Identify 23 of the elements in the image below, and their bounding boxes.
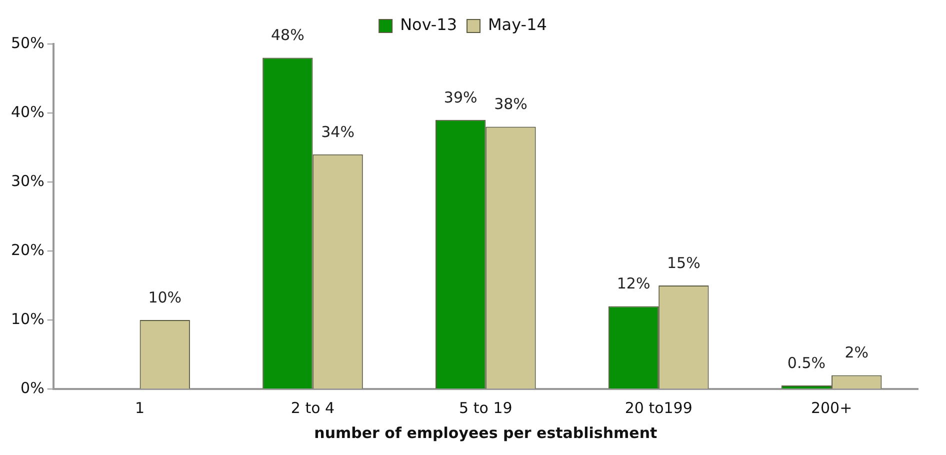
y-tick-label: 10% xyxy=(10,310,44,328)
data-label: 10% xyxy=(148,288,182,306)
data-label: 15% xyxy=(667,254,700,272)
data-label: 2% xyxy=(844,344,869,362)
data-label: 0.5% xyxy=(787,354,826,372)
x-tick-label: 20 to199 xyxy=(624,398,692,417)
y-tick-label: 40% xyxy=(10,102,44,121)
y-tick-label: 30% xyxy=(10,172,44,190)
x-tick-label: 5 to 19 xyxy=(459,398,512,417)
legend-label: Nov-13 xyxy=(400,15,458,34)
data-label: 48% xyxy=(270,26,304,44)
legend-label: May-14 xyxy=(488,15,547,34)
data-label: 34% xyxy=(321,122,354,141)
y-tick-label: 50% xyxy=(10,34,44,52)
data-label: 38% xyxy=(494,95,528,114)
x-tick-label: 200+ xyxy=(810,398,852,417)
data-label: 39% xyxy=(444,88,478,106)
data-label: 12% xyxy=(616,274,650,293)
y-tick-label: 20% xyxy=(10,240,44,259)
y-tick-label: 0% xyxy=(20,378,44,397)
x-tick-label: 2 to 4 xyxy=(290,398,335,417)
x-axis-title: number of employees per establishment xyxy=(314,424,658,442)
x-tick-label: 1 xyxy=(135,398,145,417)
